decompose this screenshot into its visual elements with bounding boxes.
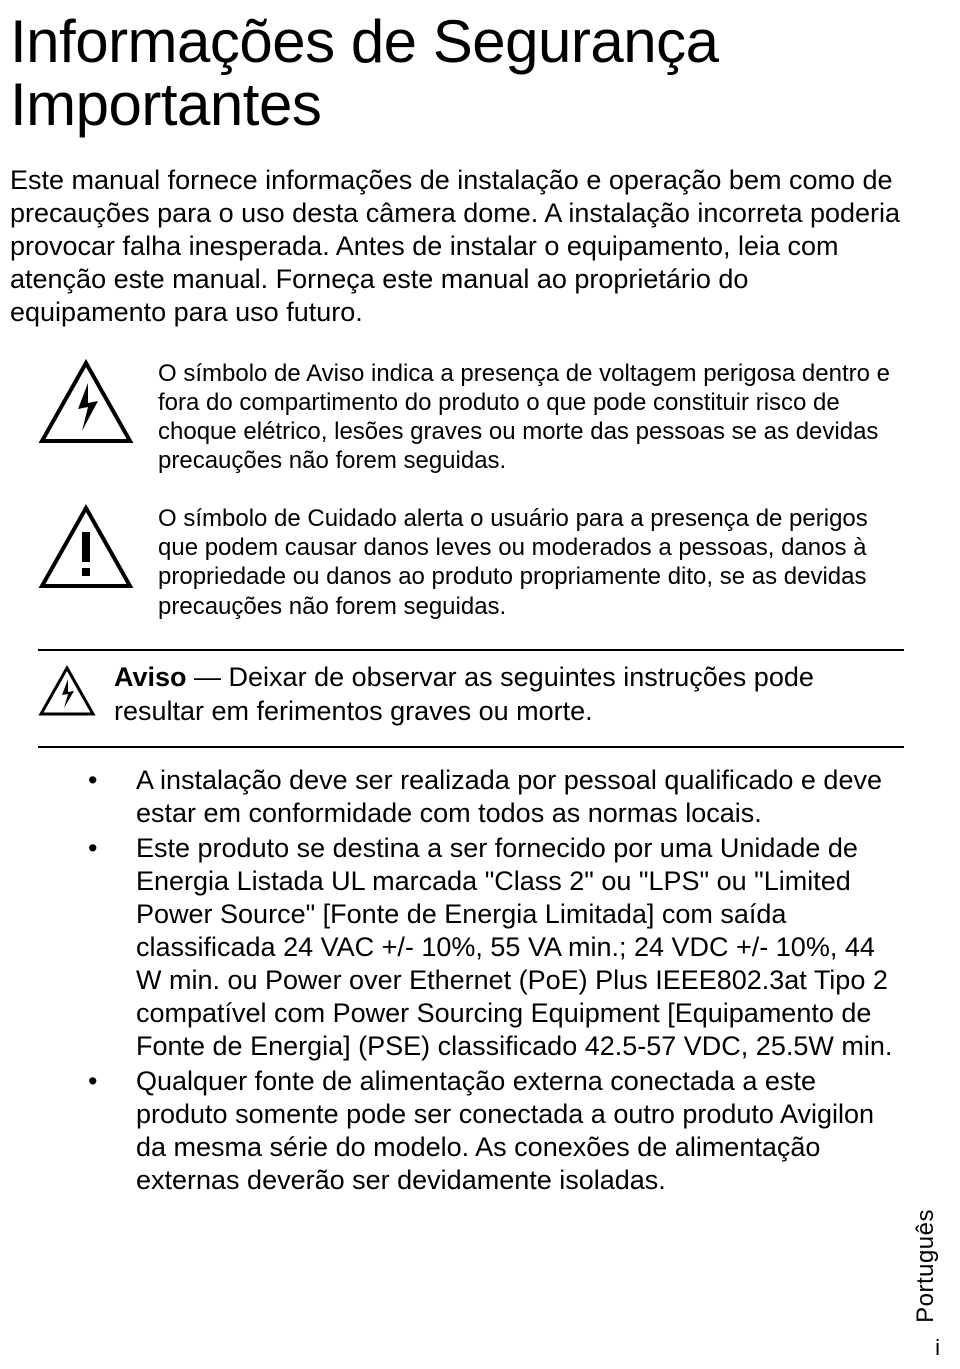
bullet-list: A instalação deve ser realizada por pess… bbox=[68, 764, 904, 1196]
aviso-lead: Aviso bbox=[114, 662, 187, 692]
aviso-dash: — bbox=[187, 662, 229, 692]
divider-top bbox=[38, 649, 904, 651]
list-item: A instalação deve ser realizada por pess… bbox=[68, 764, 904, 830]
caution-text: O símbolo de Cuidado alerta o usuário pa… bbox=[158, 504, 894, 621]
page-title: Informações de Segurança Importantes bbox=[10, 10, 904, 136]
language-tab: Português bbox=[912, 1209, 940, 1323]
list-item: Qualquer fonte de alimentação externa co… bbox=[68, 1065, 904, 1197]
caution-icon bbox=[38, 504, 134, 590]
list-item: Este produto se destina a ser fornecido … bbox=[68, 832, 904, 1063]
voltage-warning-icon bbox=[38, 665, 96, 717]
page-number: i bbox=[935, 1335, 940, 1361]
intro-paragraph: Este manual fornece informações de insta… bbox=[10, 164, 904, 329]
voltage-warning-icon bbox=[38, 359, 134, 445]
aviso-text: Aviso — Deixar de observar as seguintes … bbox=[114, 661, 904, 729]
document-page: Informações de Segurança Importantes Est… bbox=[0, 0, 960, 1369]
aviso-row: Aviso — Deixar de observar as seguintes … bbox=[38, 661, 904, 729]
warning-voltage-row: O símbolo de Aviso indica a presença de … bbox=[38, 359, 904, 476]
caution-row: O símbolo de Cuidado alerta o usuário pa… bbox=[38, 504, 904, 621]
warning-voltage-text: O símbolo de Aviso indica a presença de … bbox=[158, 359, 894, 476]
divider-bottom bbox=[38, 746, 904, 748]
